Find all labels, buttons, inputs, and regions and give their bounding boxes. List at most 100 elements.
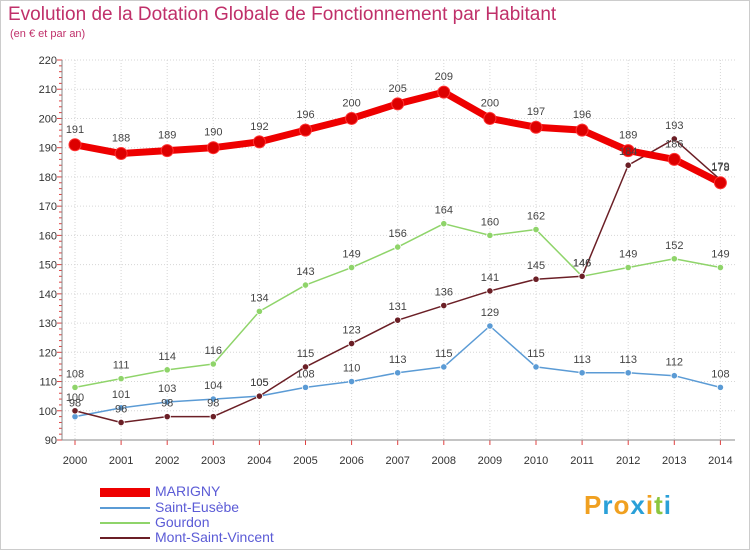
data-point: [394, 369, 402, 377]
data-label: 136: [435, 287, 453, 299]
data-point: [440, 301, 448, 310]
x-tick-label: 2012: [616, 455, 640, 467]
logo-letter: x: [630, 490, 646, 520]
legend-label: Mont-Saint-Vincent: [155, 529, 274, 545]
data-label: 200: [481, 97, 499, 109]
y-tick-label: 220: [39, 55, 57, 67]
data-label: 105: [250, 377, 268, 389]
data-point: [529, 120, 543, 134]
data-label: 196: [573, 109, 591, 121]
proxiti-logo: Proxiti: [584, 490, 672, 521]
legend-swatch: [100, 537, 150, 539]
data-point: [394, 243, 402, 251]
data-label: 111: [113, 360, 130, 372]
x-tick-label: 2011: [570, 455, 594, 467]
data-point: [575, 123, 589, 137]
data-point: [163, 413, 171, 421]
x-tick-label: 2009: [478, 455, 502, 467]
logo-letter: t: [654, 490, 664, 520]
data-label: 209: [435, 71, 453, 83]
data-label: 149: [711, 249, 729, 261]
y-tick-label: 100: [39, 406, 57, 418]
data-point: [532, 275, 540, 283]
data-label: 103: [158, 383, 176, 395]
data-label: 200: [342, 97, 360, 109]
data-point: [345, 111, 359, 125]
data-label: 108: [66, 368, 84, 380]
data-point: [301, 363, 310, 371]
chart-subtitle: (en € et par an): [10, 28, 86, 40]
data-point: [624, 161, 632, 169]
x-tick-label: 2004: [247, 455, 271, 467]
y-tick-label: 130: [39, 318, 57, 330]
data-point: [440, 220, 448, 228]
data-point: [209, 360, 217, 368]
legend-swatch: [100, 507, 150, 509]
data-label: 162: [527, 211, 545, 223]
data-point: [347, 263, 356, 272]
data-point: [163, 366, 171, 374]
data-label: 123: [342, 325, 360, 337]
data-label: 190: [204, 127, 222, 139]
data-point: [301, 383, 310, 391]
data-point: [301, 281, 310, 289]
data-point: [578, 272, 586, 280]
data-label: 98: [207, 398, 219, 410]
x-tick-label: 2007: [385, 455, 409, 467]
data-label: 105: [250, 377, 268, 389]
data-label: 143: [296, 266, 314, 278]
data-label: 98: [161, 398, 173, 410]
y-tick-label: 160: [39, 230, 57, 242]
data-point: [114, 147, 128, 161]
x-tick-label: 2001: [109, 455, 133, 467]
x-tick-label: 2002: [155, 455, 179, 467]
data-label: 193: [665, 120, 683, 132]
data-point: [440, 363, 448, 371]
data-point: [624, 263, 632, 272]
legend-label: Gourdon: [155, 514, 210, 530]
data-point: [299, 123, 312, 137]
data-label: 205: [389, 83, 407, 95]
x-tick-label: 2008: [432, 455, 456, 467]
data-point: [117, 418, 125, 427]
data-point: [347, 339, 356, 348]
data-point: [621, 144, 635, 158]
data-label: 115: [527, 348, 545, 360]
data-point: [391, 97, 405, 111]
data-point: [71, 383, 79, 391]
data-point: [486, 287, 494, 295]
data-label: 186: [665, 138, 683, 150]
data-point: [716, 383, 725, 391]
x-tick-label: 2003: [201, 455, 225, 467]
data-point: [255, 392, 263, 400]
data-point: [68, 138, 82, 152]
data-label: 191: [66, 124, 84, 136]
chart-title: Evolution de la Dotation Globale de Fonc…: [8, 4, 557, 25]
y-tick-label: 190: [39, 143, 57, 155]
data-point: [670, 135, 678, 143]
data-label: 179: [711, 161, 729, 173]
x-tick-label: 2005: [293, 455, 317, 467]
x-tick-label: 2006: [339, 455, 363, 467]
legend-label: MARIGNY: [155, 483, 221, 499]
data-label: 110: [343, 363, 361, 375]
data-point: [117, 404, 125, 412]
data-point: [117, 375, 125, 383]
data-label: 101: [112, 389, 130, 401]
data-point: [255, 307, 263, 315]
data-label: 131: [389, 301, 407, 313]
data-label: 104: [204, 380, 222, 392]
data-label: 108: [711, 368, 729, 380]
data-point: [667, 152, 681, 166]
data-point: [209, 395, 217, 403]
y-tick-label: 210: [39, 84, 57, 96]
data-point: [71, 413, 79, 421]
data-label: 152: [665, 240, 683, 252]
logo-letter: i: [645, 490, 655, 520]
data-point: [160, 144, 174, 158]
data-point: [252, 135, 266, 149]
logo-letter: i: [663, 490, 672, 520]
data-label: 149: [342, 249, 360, 261]
axes: 90 100 110 120 130 140 150 160 170 180 190 200 210 22…: [39, 55, 735, 467]
data-point: [670, 372, 678, 380]
